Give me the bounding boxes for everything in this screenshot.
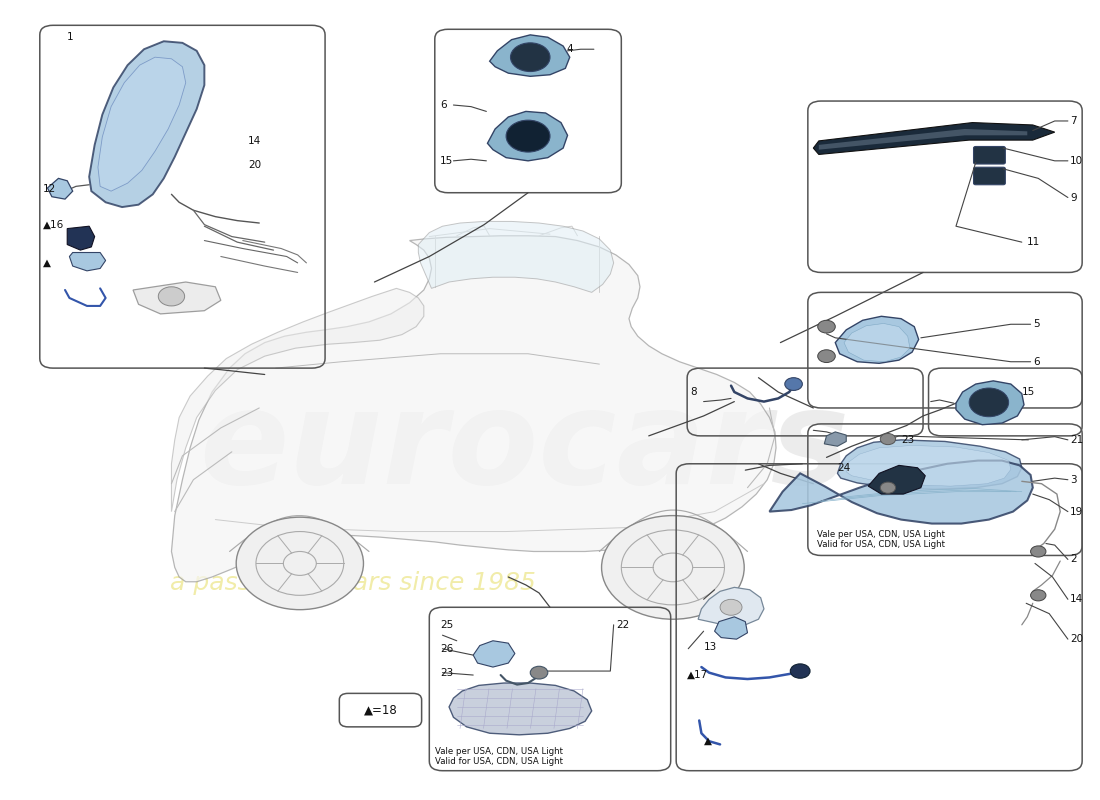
Polygon shape [47,178,73,199]
Text: 1: 1 [67,32,74,42]
FancyBboxPatch shape [974,167,1005,185]
Polygon shape [67,226,95,250]
Text: 10: 10 [1070,156,1084,166]
Polygon shape [715,617,748,639]
Text: a passion for cars since 1985: a passion for cars since 1985 [169,571,536,595]
Text: eurocars: eurocars [199,384,849,511]
Circle shape [817,350,835,362]
Circle shape [790,664,810,678]
Polygon shape [172,288,424,512]
Text: ▲16: ▲16 [43,220,64,230]
Text: 12: 12 [43,184,56,194]
FancyBboxPatch shape [974,146,1005,164]
Text: 2: 2 [1070,554,1077,565]
Circle shape [880,482,895,494]
Text: 9: 9 [1070,193,1077,202]
Circle shape [1031,546,1046,557]
Text: 23: 23 [901,435,914,445]
Polygon shape [818,129,1027,150]
Text: 5: 5 [1033,319,1039,330]
Polygon shape [956,381,1024,425]
Text: 6: 6 [1033,357,1039,366]
Polygon shape [846,446,1011,486]
Text: ▲: ▲ [43,258,51,268]
Text: 19: 19 [1070,506,1084,517]
Text: 22: 22 [616,620,629,630]
Polygon shape [98,57,186,191]
Text: 7: 7 [1070,116,1077,126]
Text: 24: 24 [837,462,850,473]
Text: 4: 4 [566,44,573,54]
Text: 25: 25 [440,620,453,630]
Polygon shape [844,323,910,362]
Text: 14: 14 [249,136,262,146]
Circle shape [969,388,1009,417]
Circle shape [158,286,185,306]
Text: 11: 11 [1027,237,1041,247]
Polygon shape [813,122,1055,154]
Polygon shape [487,111,568,161]
Text: Vale per USA, CDN, USA Light
Valid for USA, CDN, USA Light: Vale per USA, CDN, USA Light Valid for U… [434,746,563,766]
Text: ▲17: ▲17 [688,670,708,680]
Text: 21: 21 [1070,435,1084,445]
Polygon shape [835,316,918,363]
Text: ▲=18: ▲=18 [364,704,397,717]
Circle shape [236,517,363,610]
Polygon shape [69,253,106,271]
Polygon shape [133,282,221,314]
Circle shape [784,378,802,390]
Polygon shape [490,35,570,76]
Circle shape [817,320,835,333]
Text: 13: 13 [704,642,717,652]
Polygon shape [89,42,205,207]
Circle shape [530,666,548,679]
Circle shape [1031,590,1046,601]
Polygon shape [449,683,592,735]
Text: 26: 26 [440,644,453,654]
Text: 6: 6 [440,100,447,110]
Text: 23: 23 [440,668,453,678]
Circle shape [720,599,742,615]
Text: 8: 8 [691,387,697,397]
Polygon shape [172,236,776,582]
Text: 20: 20 [249,160,262,170]
Polygon shape [868,466,925,494]
Circle shape [506,120,550,152]
Text: ▲: ▲ [704,736,712,746]
Text: 14: 14 [1070,594,1084,604]
Polygon shape [769,461,1033,523]
Text: 20: 20 [1070,634,1084,644]
Polygon shape [418,222,614,292]
Circle shape [510,43,550,71]
Text: 15: 15 [440,156,453,166]
Polygon shape [824,432,846,446]
Text: Vale per USA, CDN, USA Light
Valid for USA, CDN, USA Light: Vale per USA, CDN, USA Light Valid for U… [816,530,945,549]
Text: 15: 15 [1022,387,1035,397]
Circle shape [602,515,745,619]
Polygon shape [698,587,764,625]
Polygon shape [837,440,1022,490]
Polygon shape [473,641,515,667]
Circle shape [880,434,895,445]
Text: 3: 3 [1070,474,1077,485]
